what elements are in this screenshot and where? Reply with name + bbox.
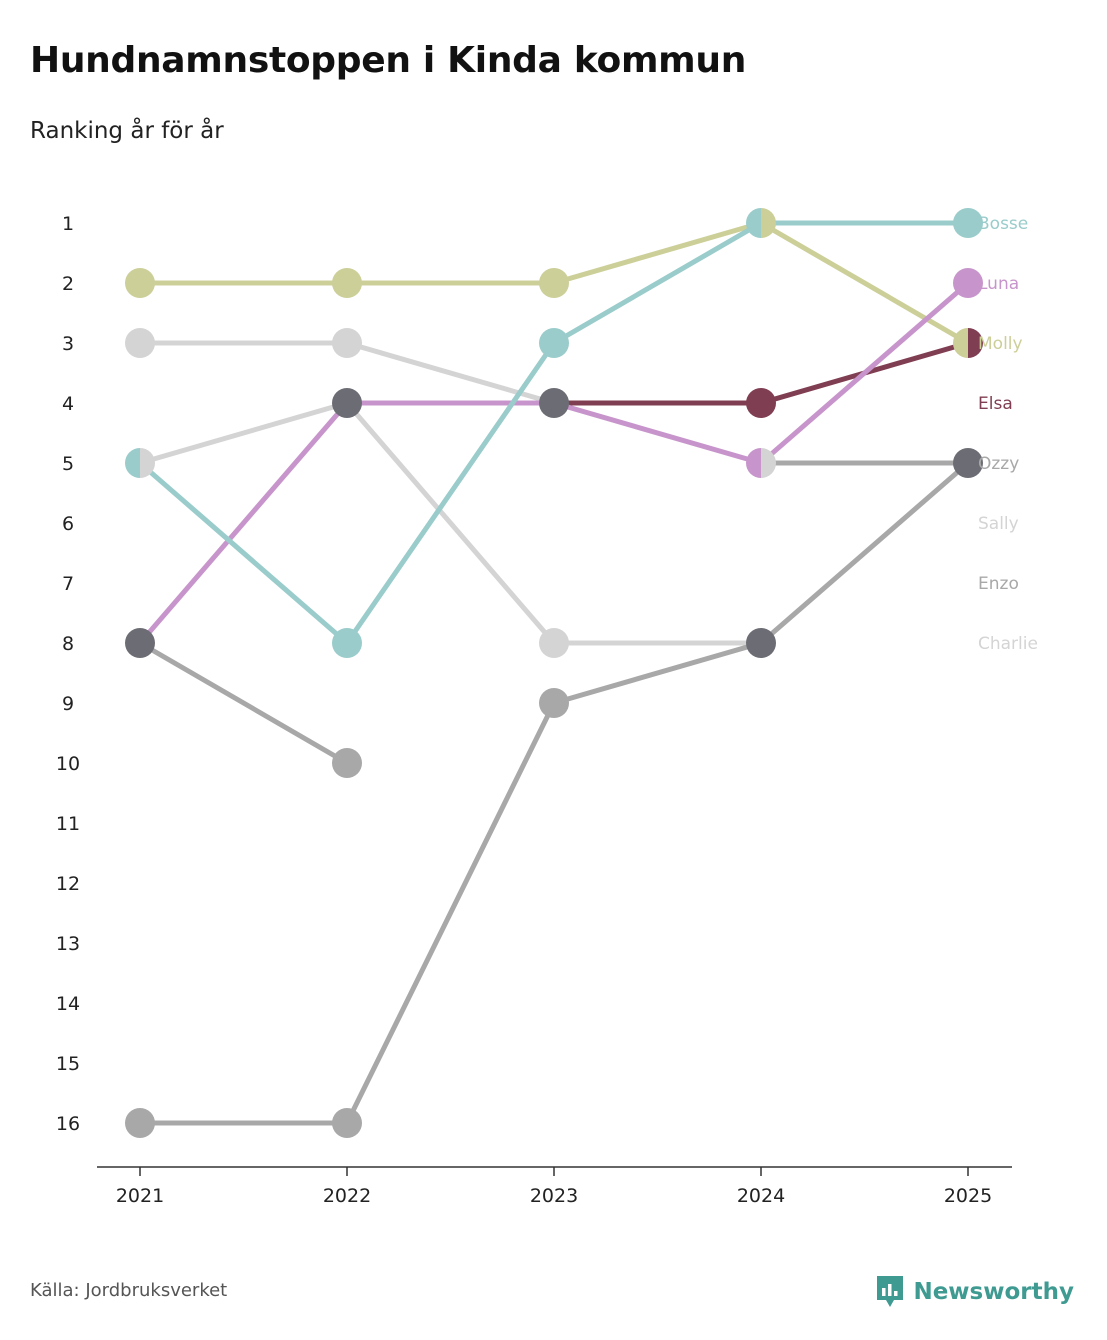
x-tick-label: 2021 [116, 1185, 164, 1207]
rank-marker-right-half [140, 448, 155, 478]
chart-title: Hundnamnstoppen i Kinda kommun [30, 40, 747, 81]
x-tick-label: 2025 [944, 1185, 992, 1207]
x-axis: 2021 2022 2023 2024 2025 [116, 1167, 992, 1207]
y-tick-label: 3 [62, 333, 74, 355]
y-tick-label: 15 [56, 1053, 80, 1075]
rank-marker [539, 388, 569, 418]
y-tick-label: 7 [62, 573, 74, 595]
rank-marker [539, 328, 569, 358]
rank-marker [332, 1108, 362, 1138]
x-tick-label: 2024 [737, 1185, 785, 1207]
y-tick-label: 11 [56, 813, 80, 835]
end-label-charlie: Charlie [978, 634, 1038, 654]
rank-marker-left-half [953, 328, 968, 358]
y-tick-label: 1 [62, 213, 74, 235]
x-tick-label: 2023 [530, 1185, 578, 1207]
rank-marker [332, 268, 362, 298]
x-tick-label: 2022 [323, 1185, 371, 1207]
y-tick-label: 16 [56, 1113, 80, 1135]
rank-marker [953, 448, 983, 478]
rank-marker-right-half [761, 448, 776, 478]
source-note: Källa: Jordbruksverket [30, 1280, 228, 1301]
series-line-ozzy [137, 460, 971, 766]
rank-marker [953, 208, 983, 238]
y-tick-label: 14 [56, 993, 80, 1015]
y-tick-label: 9 [62, 693, 74, 715]
end-label-luna: Luna [978, 274, 1019, 294]
rank-markers [125, 208, 983, 1138]
series-line-charlie [137, 400, 764, 646]
rank-marker [125, 1108, 155, 1138]
series-line-enzo [137, 460, 971, 1126]
end-label-ozzy: Ozzy [978, 454, 1019, 474]
y-tick-label: 10 [56, 753, 80, 775]
rank-marker [953, 268, 983, 298]
end-label-elsa: Elsa [978, 394, 1013, 414]
rank-marker-split [953, 328, 983, 358]
y-tick-label: 4 [62, 393, 74, 415]
rank-marker [539, 268, 569, 298]
rank-marker [332, 388, 362, 418]
end-label-sally: Sally [978, 514, 1019, 534]
rank-marker [746, 388, 776, 418]
rank-marker-split [746, 448, 776, 478]
rank-marker [125, 328, 155, 358]
y-tick-label: 8 [62, 633, 74, 655]
end-label-molly: Molly [978, 334, 1023, 354]
rank-marker-right-half [968, 328, 983, 358]
y-tick-label: 2 [62, 273, 74, 295]
end-labels: Bosse Luna Molly Elsa Ozzy Sally Enzo Charlie [978, 214, 1038, 654]
y-tick-label: 5 [62, 453, 74, 475]
brand-logo: Newsworthy [875, 1274, 1074, 1310]
rank-marker [332, 328, 362, 358]
rank-marker-left-half [746, 208, 761, 238]
rank-marker [539, 628, 569, 658]
rank-marker [332, 628, 362, 658]
rank-marker [746, 628, 776, 658]
rank-marker-left-half [746, 448, 761, 478]
end-label-bosse: Bosse [978, 214, 1028, 234]
rank-marker-split [746, 208, 776, 238]
y-tick-label: 13 [56, 933, 80, 955]
rank-marker-left-half [125, 448, 140, 478]
rank-marker-split [125, 448, 155, 478]
y-tick-label: 12 [56, 873, 80, 895]
newsworthy-logo-icon [877, 1276, 904, 1307]
brand-name: Newsworthy [913, 1279, 1074, 1305]
rank-marker [125, 628, 155, 658]
rank-marker [125, 268, 155, 298]
rank-marker-right-half [761, 208, 776, 238]
rank-marker [539, 688, 569, 718]
rank-marker [332, 748, 362, 778]
chart-subtitle: Ranking år för år [30, 118, 224, 144]
end-label-enzo: Enzo [978, 574, 1019, 594]
y-tick-label: 6 [62, 513, 74, 535]
